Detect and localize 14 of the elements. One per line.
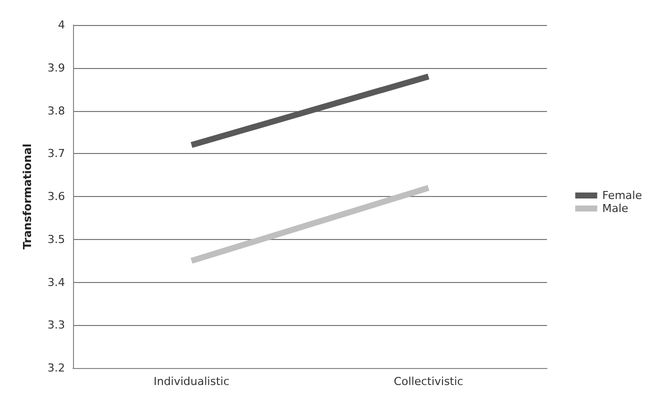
y-tick-label: 3.7: [48, 147, 65, 160]
y-tick-label: 3.6: [48, 190, 65, 203]
x-tick-label: Individualistic: [154, 375, 230, 388]
y-tick-label: 3.3: [48, 318, 65, 332]
y-tick-label: 3.5: [48, 232, 65, 246]
y-tick-label: 3.9: [48, 61, 65, 74]
y-tick-label: 4: [58, 18, 65, 32]
legend-label: Male: [602, 202, 629, 215]
y-tick-label: 3.2: [48, 362, 65, 374]
legend-label: Female: [602, 189, 642, 202]
y-tick-label: 3.8: [48, 104, 65, 118]
y-axis-title: Transformational: [21, 144, 34, 250]
y-tick-label: 3.4: [48, 276, 65, 289]
x-tick-label: Collectivistic: [394, 375, 464, 388]
